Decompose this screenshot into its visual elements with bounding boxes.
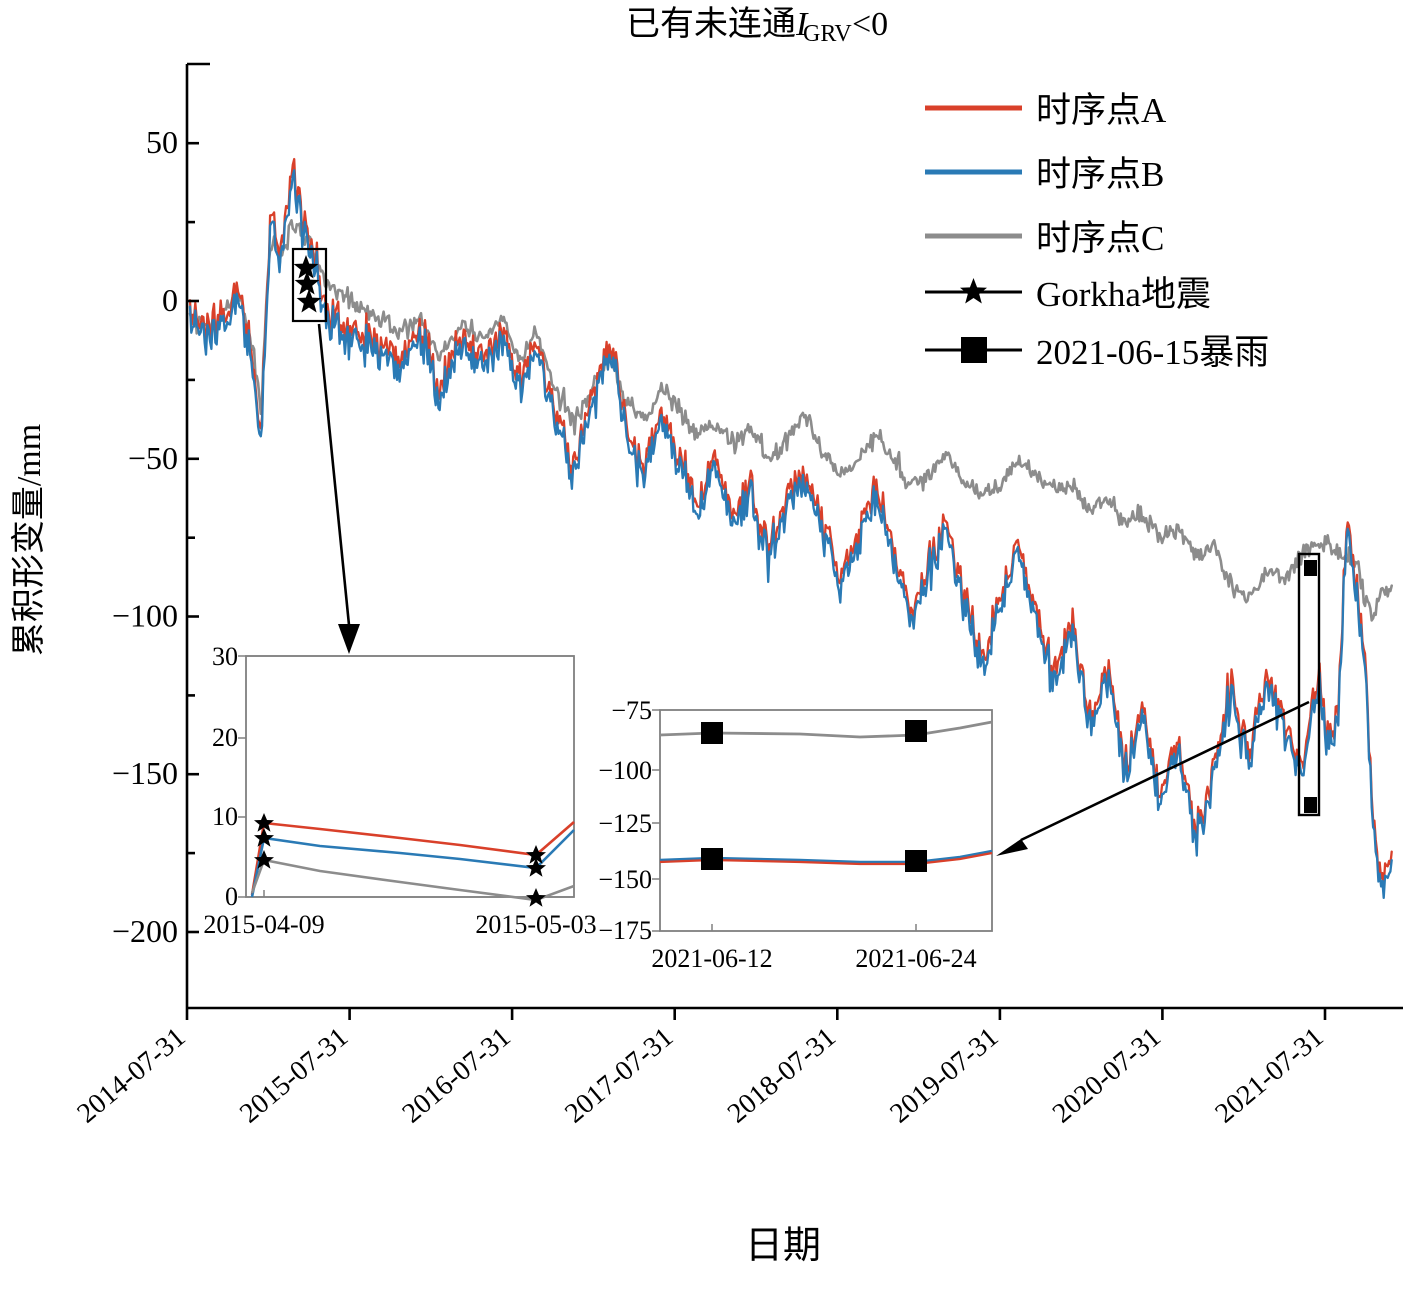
svg-text:2021-06-15暴雨: 2021-06-15暴雨 (1036, 333, 1269, 372)
svg-text:−150: −150 (598, 865, 652, 894)
svg-text:0: 0 (225, 882, 238, 911)
svg-text:日期: 日期 (745, 1225, 821, 1267)
svg-text:Gorkha地震: Gorkha地震 (1036, 275, 1211, 314)
svg-text:时序点C: 时序点C (1036, 219, 1164, 258)
svg-text:10: 10 (212, 802, 238, 831)
svg-text:−200: −200 (112, 913, 178, 949)
svg-text:−150: −150 (112, 755, 178, 791)
svg-text:<0: <0 (852, 6, 888, 43)
svg-text:20: 20 (212, 723, 238, 752)
svg-text:−175: −175 (598, 916, 652, 945)
svg-text:累积形变量/mm: 累积形变量/mm (10, 424, 48, 656)
svg-text:时序点A: 时序点A (1036, 91, 1167, 130)
svg-text:30: 30 (212, 642, 238, 671)
svg-text:2015-05-03: 2015-05-03 (475, 910, 596, 939)
svg-text:GRV: GRV (803, 21, 852, 47)
svg-text:0: 0 (162, 282, 178, 318)
svg-text:50: 50 (146, 124, 178, 160)
svg-text:−50: −50 (128, 440, 178, 476)
svg-text:时序点B: 时序点B (1036, 155, 1164, 194)
svg-text:2015-04-09: 2015-04-09 (203, 910, 324, 939)
svg-text:−100: −100 (112, 598, 178, 634)
svg-text:2021-06-12: 2021-06-12 (651, 944, 772, 973)
svg-text:已有未连通I: 已有未连通I (626, 5, 809, 43)
svg-text:2021-06-24: 2021-06-24 (855, 944, 976, 973)
svg-text:−125: −125 (598, 809, 652, 838)
svg-text:−75: −75 (611, 696, 652, 725)
svg-text:−100: −100 (598, 756, 652, 785)
